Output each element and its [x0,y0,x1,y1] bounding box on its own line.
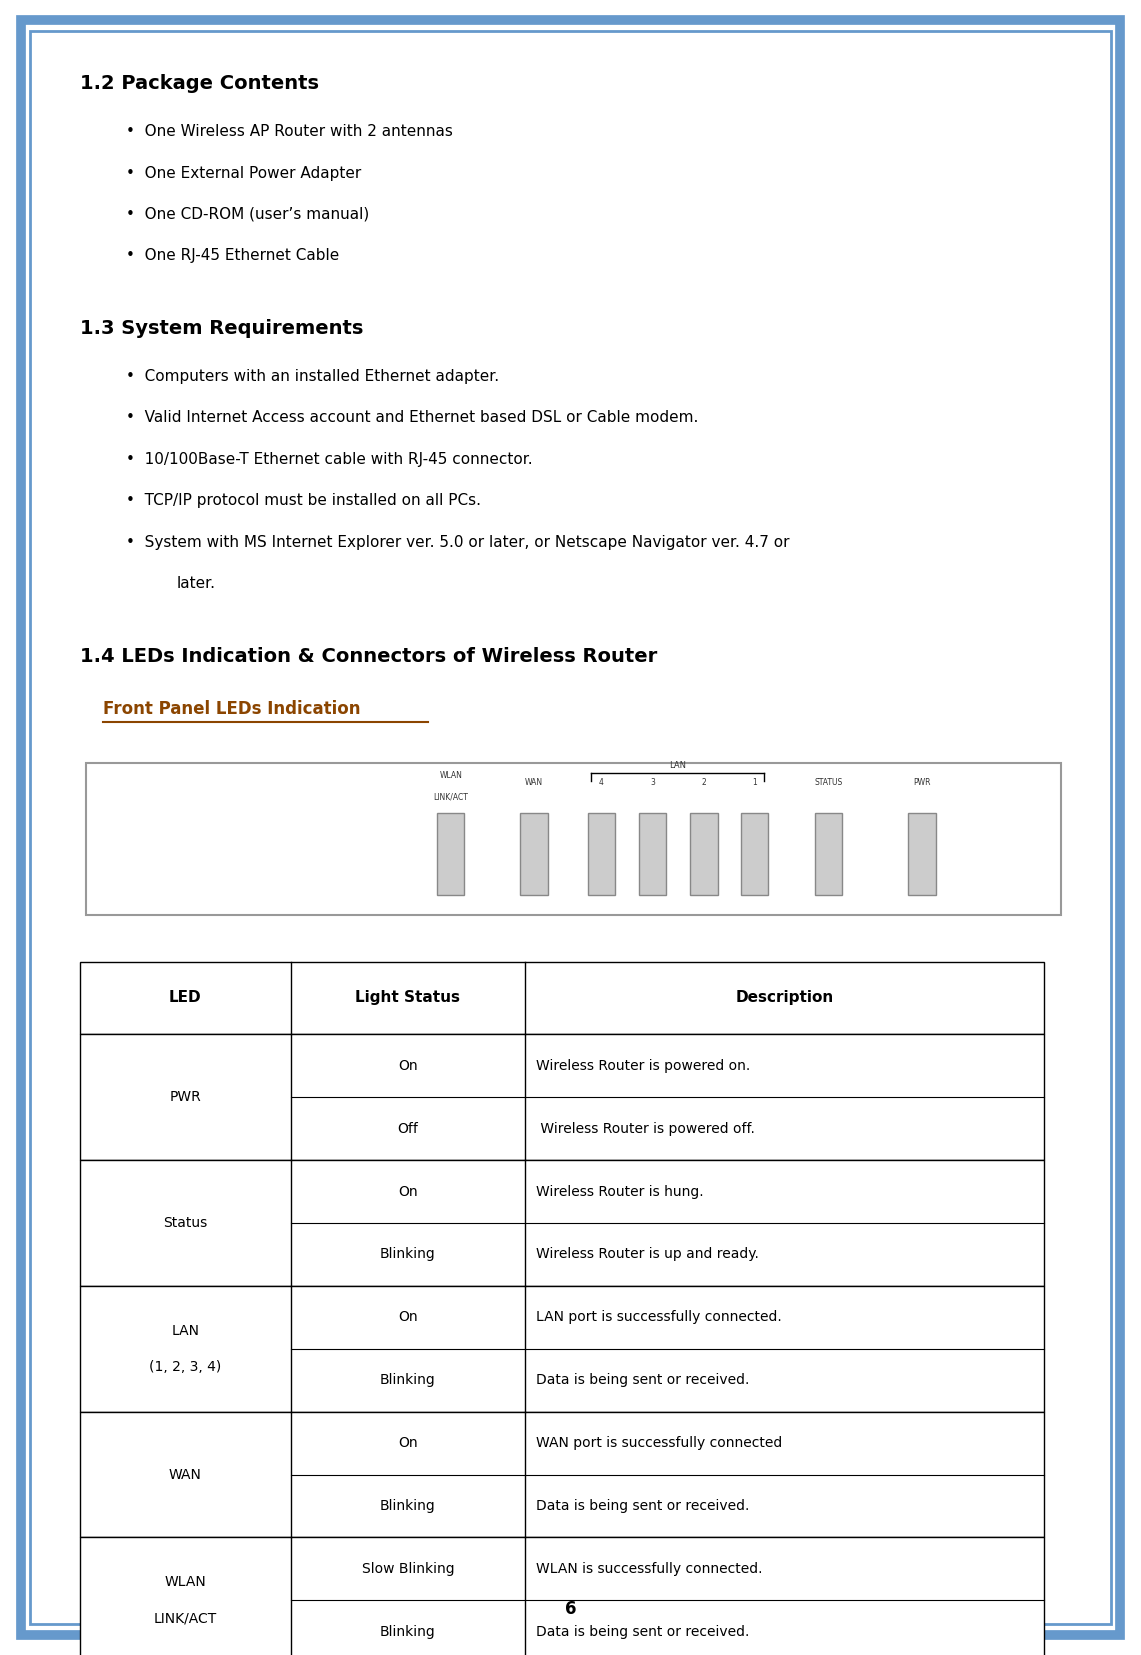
FancyBboxPatch shape [80,1034,1044,1160]
Text: LAN: LAN [670,761,686,770]
FancyBboxPatch shape [80,1160,1044,1286]
Text: Blinking: Blinking [380,1625,436,1638]
FancyBboxPatch shape [908,813,936,895]
Text: LED: LED [169,990,202,1006]
Text: 6: 6 [565,1600,576,1617]
Text: •  One CD-ROM (user’s manual): • One CD-ROM (user’s manual) [126,207,369,222]
Text: 4: 4 [599,778,604,786]
FancyBboxPatch shape [639,813,666,895]
Text: On: On [398,1185,418,1198]
Text: WAN: WAN [169,1468,202,1481]
Text: 1.2 Package Contents: 1.2 Package Contents [80,74,318,93]
Text: Data is being sent or received.: Data is being sent or received. [536,1374,750,1387]
FancyBboxPatch shape [588,813,615,895]
Text: Data is being sent or received.: Data is being sent or received. [536,1499,750,1513]
Text: STATUS: STATUS [815,778,842,786]
Text: LINK/ACT: LINK/ACT [434,793,468,801]
Text: Wireless Router is powered off.: Wireless Router is powered off. [536,1122,755,1135]
Text: WAN: WAN [525,778,543,786]
Text: Wireless Router is up and ready.: Wireless Router is up and ready. [536,1248,759,1261]
Text: WLAN is successfully connected.: WLAN is successfully connected. [536,1562,763,1576]
Text: 2: 2 [702,778,706,786]
Text: Status: Status [163,1216,208,1230]
Text: •  One Wireless AP Router with 2 antennas: • One Wireless AP Router with 2 antennas [126,124,452,139]
Text: •  One External Power Adapter: • One External Power Adapter [126,166,361,180]
Text: WLAN: WLAN [164,1576,207,1589]
Text: On: On [398,1311,418,1324]
Text: later.: later. [177,576,216,591]
FancyBboxPatch shape [86,763,1061,915]
Text: •  System with MS Internet Explorer ver. 5.0 or later, or Netscape Navigator ver: • System with MS Internet Explorer ver. … [126,535,790,549]
Text: WAN port is successfully connected: WAN port is successfully connected [536,1437,783,1450]
FancyBboxPatch shape [815,813,842,895]
Text: Light Status: Light Status [355,990,461,1006]
Text: On: On [398,1059,418,1072]
Text: •  Valid Internet Access account and Ethernet based DSL or Cable modem.: • Valid Internet Access account and Ethe… [126,410,698,425]
FancyBboxPatch shape [80,1537,1044,1655]
FancyBboxPatch shape [741,813,768,895]
Text: LINK/ACT: LINK/ACT [154,1612,217,1625]
FancyBboxPatch shape [80,1286,1044,1412]
FancyBboxPatch shape [690,813,718,895]
FancyBboxPatch shape [80,1412,1044,1537]
FancyBboxPatch shape [520,813,548,895]
FancyBboxPatch shape [80,962,1044,1034]
Text: Blinking: Blinking [380,1499,436,1513]
Text: LAN: LAN [171,1324,200,1337]
Text: Blinking: Blinking [380,1374,436,1387]
Text: PWR: PWR [170,1091,201,1104]
Text: Blinking: Blinking [380,1248,436,1261]
Text: •  One RJ-45 Ethernet Cable: • One RJ-45 Ethernet Cable [126,248,339,263]
Text: LAN port is successfully connected.: LAN port is successfully connected. [536,1311,782,1324]
Text: Wireless Router is powered on.: Wireless Router is powered on. [536,1059,751,1072]
Text: Data is being sent or received.: Data is being sent or received. [536,1625,750,1638]
Text: •  Computers with an installed Ethernet adapter.: • Computers with an installed Ethernet a… [126,369,499,384]
Text: Front Panel LEDs Indication: Front Panel LEDs Indication [103,700,361,718]
Text: 3: 3 [650,778,655,786]
Text: Description: Description [735,990,834,1006]
Text: •  10/100Base-T Ethernet cable with RJ-45 connector.: • 10/100Base-T Ethernet cable with RJ-45… [126,452,532,467]
Text: (1, 2, 3, 4): (1, 2, 3, 4) [149,1360,221,1374]
Text: •  TCP/IP protocol must be installed on all PCs.: • TCP/IP protocol must be installed on a… [126,493,480,508]
FancyBboxPatch shape [437,813,464,895]
Text: On: On [398,1437,418,1450]
FancyBboxPatch shape [21,20,1120,1635]
Text: 1: 1 [752,778,756,786]
Text: WLAN: WLAN [439,771,462,780]
Text: Slow Blinking: Slow Blinking [362,1562,454,1576]
Text: 1.4 LEDs Indication & Connectors of Wireless Router: 1.4 LEDs Indication & Connectors of Wire… [80,647,657,665]
Text: PWR: PWR [913,778,931,786]
Text: Wireless Router is hung.: Wireless Router is hung. [536,1185,704,1198]
Text: Off: Off [397,1122,419,1135]
Text: 1.3 System Requirements: 1.3 System Requirements [80,319,363,338]
